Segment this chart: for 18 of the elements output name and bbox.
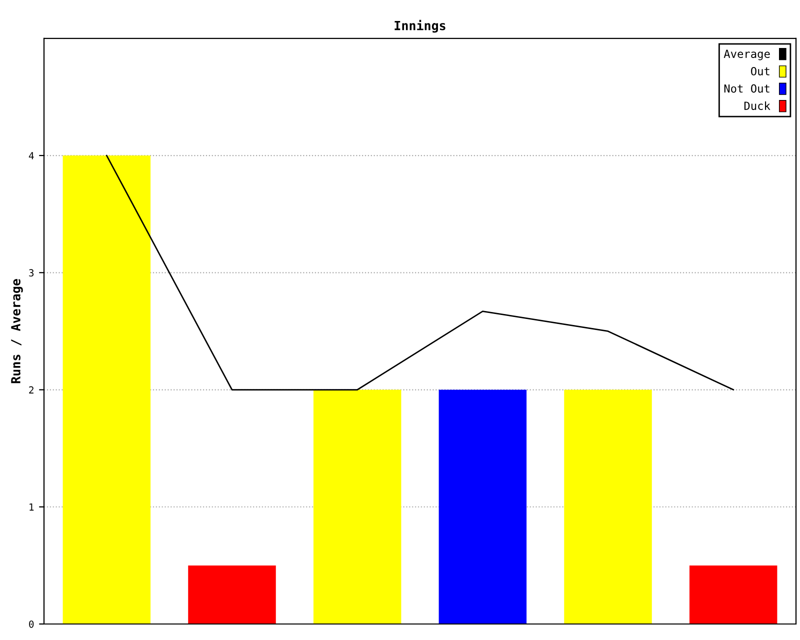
y-axis-title: Runs / Average	[11, 279, 23, 384]
bar	[689, 565, 778, 624]
y-tick-label: 0	[29, 620, 34, 628]
chart-title: Innings	[394, 20, 446, 33]
legend-label: Average	[724, 50, 770, 60]
y-tick-label: 4	[28, 152, 34, 160]
legend-label: Duck	[744, 101, 770, 110]
legend-label: Out	[751, 66, 770, 76]
bar	[564, 390, 652, 624]
y-tick-label: 2	[29, 386, 34, 394]
bar	[313, 390, 402, 624]
y-tick-label: 1	[30, 504, 34, 511]
bar	[188, 565, 276, 624]
bar	[438, 390, 527, 624]
y-tick-label: 3	[29, 269, 34, 276]
line-series	[106, 154, 734, 390]
bar	[62, 156, 151, 624]
legend-label: Not Out	[724, 84, 770, 93]
